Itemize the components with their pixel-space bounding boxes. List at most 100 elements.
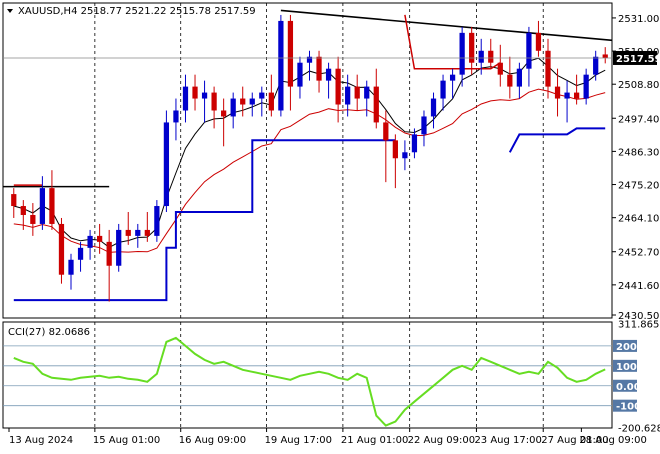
candle-body <box>20 206 26 215</box>
candle-body <box>440 80 446 99</box>
candle-body <box>106 241 112 266</box>
candle-body <box>230 98 236 117</box>
cci-level-badge <box>613 399 637 412</box>
candle-body <box>97 235 103 242</box>
current-price-label: 2517.59 <box>616 54 660 65</box>
candle-body <box>182 86 189 111</box>
cci-level-badge <box>613 359 637 372</box>
symbol-dropdown-icon[interactable] <box>7 9 13 13</box>
candle-body <box>507 74 513 87</box>
candle-body <box>488 50 494 63</box>
time-tick-label: 28 Aug 09:00 <box>579 435 646 446</box>
support-stop-line <box>508 127 606 153</box>
cci-indicator-label: CCI(27) 82.0686 <box>8 327 90 338</box>
candle-body <box>259 92 265 99</box>
candle-body <box>354 86 360 99</box>
price-tick-label: 2531.00 <box>618 14 659 25</box>
price-tick-label: 2452.70 <box>618 248 659 259</box>
candle-body <box>345 86 351 105</box>
candle-body <box>163 122 170 207</box>
cci-level-label: -100 <box>616 402 641 413</box>
price-tick-label: 2464.10 <box>618 214 659 225</box>
time-tick-label: 19 Aug 17:00 <box>265 435 332 446</box>
candle-body <box>192 86 198 99</box>
candle-body <box>201 92 208 99</box>
cci-level-badge <box>613 379 637 392</box>
candle-body <box>49 188 55 224</box>
candle-body <box>287 20 294 87</box>
candle-body <box>573 92 580 99</box>
candle-body <box>526 32 532 69</box>
candle-body <box>144 229 150 236</box>
current-price-badge <box>613 50 657 65</box>
candle-body <box>373 86 379 123</box>
candle-body <box>459 32 465 75</box>
price-tick-label: 2508.80 <box>618 80 659 91</box>
candle-body <box>383 122 389 141</box>
chart-title: XAUUSD,H4 2518.77 2521.22 2515.78 2517.5… <box>18 6 256 17</box>
price-tick-label: 2430.50 <box>618 311 659 322</box>
candle-body <box>30 214 36 224</box>
candle-body <box>364 86 370 99</box>
candle-body <box>421 116 427 135</box>
price-tick-label: 2475.20 <box>618 181 659 192</box>
cci-max-label: 311.8653 <box>618 320 660 331</box>
candle-body <box>602 54 608 58</box>
time-tick-label: 15 Aug 01:00 <box>93 435 160 446</box>
candle-body <box>240 98 246 105</box>
cci-line <box>13 336 606 427</box>
price-tick-label: 2441.60 <box>618 281 659 292</box>
time-tick-label: 23 Aug 17:00 <box>474 435 541 446</box>
candle-body <box>125 229 131 236</box>
candle-body <box>11 194 17 207</box>
candle-body <box>478 50 484 63</box>
candle-body <box>545 50 551 87</box>
resistance-trendline <box>280 9 613 42</box>
candle-body <box>306 56 313 63</box>
candle-body <box>297 62 303 87</box>
candle-body <box>449 74 456 81</box>
candle-body <box>173 110 179 123</box>
candle-body <box>211 92 217 111</box>
cci-level-label: 0.00 <box>616 382 641 393</box>
candle-body <box>469 32 475 63</box>
candle-body <box>221 110 227 117</box>
candle-body <box>135 229 141 236</box>
cci-level-badge <box>613 339 637 352</box>
candle-body <box>564 92 570 99</box>
time-tick-label: 16 Aug 09:00 <box>179 435 246 446</box>
candle-body <box>402 152 408 159</box>
time-tick-label: 27 Aug 01:00 <box>541 435 608 446</box>
time-tick-label: 22 Aug 09:00 <box>408 435 475 446</box>
candle-body <box>116 229 122 266</box>
price-tick-label: 2497.40 <box>618 114 659 125</box>
candle-body <box>554 86 561 99</box>
candle-body <box>58 223 65 275</box>
candle-body <box>278 20 284 111</box>
candle-body <box>535 32 542 51</box>
price-tick-label: 2486.30 <box>618 147 659 158</box>
candle-body <box>411 134 418 153</box>
candle-body <box>392 140 398 159</box>
candle-body <box>497 62 503 75</box>
cci-level-label: 200 <box>616 342 637 353</box>
candle-body <box>39 188 46 224</box>
slow-moving-average-line <box>13 88 606 253</box>
candle-body <box>516 68 522 87</box>
candle-body <box>335 68 341 105</box>
candle-body <box>316 56 322 81</box>
time-tick-label: 13 Aug 2024 <box>9 435 73 446</box>
candle-body <box>249 98 255 105</box>
support-stop-line <box>13 139 396 302</box>
candle-body <box>77 247 84 260</box>
cci-min-label: -200.6281 <box>618 424 660 435</box>
candle-body <box>593 56 599 75</box>
time-tick-label: 21 Aug 01:00 <box>341 435 408 446</box>
price-panel-frame <box>2 2 613 319</box>
candle-body <box>583 74 589 99</box>
candle-body <box>87 235 93 248</box>
candle-body <box>68 259 74 275</box>
candle-body <box>268 92 274 111</box>
